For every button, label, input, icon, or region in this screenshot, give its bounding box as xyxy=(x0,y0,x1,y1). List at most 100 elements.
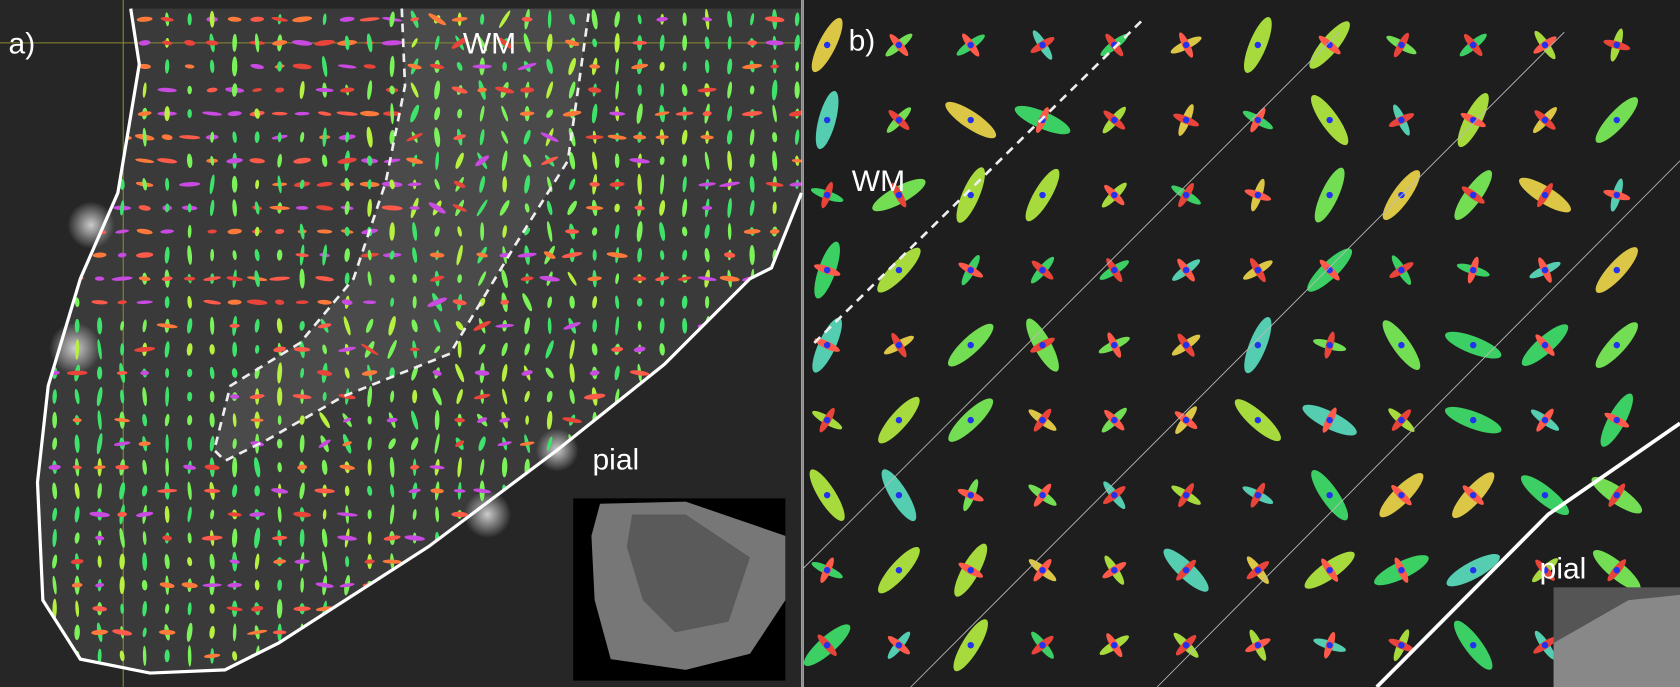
glyph xyxy=(165,368,169,378)
glyph-center xyxy=(1542,492,1548,498)
glyph-center xyxy=(1326,42,1332,48)
glyph-center xyxy=(1398,417,1404,423)
glyph-center xyxy=(1614,567,1620,573)
glyph-center xyxy=(896,492,902,498)
glyph-center xyxy=(1183,192,1189,198)
glyph-center xyxy=(1255,417,1261,423)
glyph-center xyxy=(1398,117,1404,123)
glyph-center xyxy=(1039,642,1045,648)
glyph-center xyxy=(1614,417,1620,423)
glyph-center xyxy=(1398,642,1404,648)
inset-b xyxy=(1554,587,1680,687)
glyph-center xyxy=(896,117,902,123)
glyph-center xyxy=(824,192,830,198)
glyph-center xyxy=(1614,342,1620,348)
glyph-center xyxy=(1470,567,1476,573)
glyph-center xyxy=(1111,492,1117,498)
lobe xyxy=(187,109,191,118)
glow xyxy=(68,201,115,248)
glyph-center xyxy=(968,342,974,348)
glyph-center xyxy=(1614,492,1620,498)
glyph-center xyxy=(968,417,974,423)
glyph-center xyxy=(968,642,974,648)
lobe xyxy=(254,485,260,496)
glyph-center xyxy=(968,117,974,123)
glyph-center xyxy=(1326,192,1332,198)
glyph-center xyxy=(1470,267,1476,273)
page: a) WM pial b) WM pial (() => { const dat… xyxy=(0,0,1680,687)
glyph-center xyxy=(1255,192,1261,198)
glyph-center xyxy=(1398,492,1404,498)
glyph-center xyxy=(1470,342,1476,348)
glyph-center xyxy=(1255,117,1261,123)
glyph-center xyxy=(1111,417,1117,423)
glyph-center xyxy=(1326,642,1332,648)
glyph-center xyxy=(1183,567,1189,573)
glyph-center xyxy=(1111,267,1117,273)
glyph-center xyxy=(1255,342,1261,348)
glyph-center xyxy=(824,342,830,348)
glyph-center xyxy=(1542,267,1548,273)
glyph-center xyxy=(1542,417,1548,423)
lobe xyxy=(115,465,128,470)
glyph xyxy=(254,485,260,496)
glyph-center xyxy=(1039,267,1045,273)
lobe xyxy=(165,368,169,378)
glyph-center xyxy=(1470,417,1476,423)
region-label: pial xyxy=(593,443,640,476)
glyph-center xyxy=(1111,567,1117,573)
glyph-center xyxy=(968,42,974,48)
glyph-center xyxy=(1039,192,1045,198)
glyph-center xyxy=(1470,42,1476,48)
glyph-center xyxy=(1111,192,1117,198)
glyph-center xyxy=(1183,42,1189,48)
glyph-center xyxy=(1470,192,1476,198)
glyph-center xyxy=(1039,417,1045,423)
glyph-center xyxy=(1326,117,1332,123)
glyph-center xyxy=(824,267,830,273)
glyph-center xyxy=(968,492,974,498)
glyph-center xyxy=(1542,642,1548,648)
glyph-center xyxy=(1542,42,1548,48)
glyph-center xyxy=(968,267,974,273)
glyph-center xyxy=(1470,117,1476,123)
glyph-center xyxy=(1255,642,1261,648)
glyph-center xyxy=(1398,342,1404,348)
panel-label: b) xyxy=(849,24,876,57)
glyph-center xyxy=(1614,267,1620,273)
glyph-center xyxy=(824,567,830,573)
glyph-center xyxy=(1039,567,1045,573)
glyph-center xyxy=(824,117,830,123)
glyph-center xyxy=(824,492,830,498)
glyph-center xyxy=(1111,342,1117,348)
glyph-center xyxy=(1470,492,1476,498)
glyph-center xyxy=(824,642,830,648)
glyph-center xyxy=(1614,117,1620,123)
glyph-center xyxy=(1326,492,1332,498)
region-label: WM xyxy=(463,28,516,61)
glyph-center xyxy=(1111,642,1117,648)
glyph-center xyxy=(1326,417,1332,423)
glyph-center xyxy=(1614,192,1620,198)
glyph-center xyxy=(1398,42,1404,48)
region-label: WM xyxy=(852,165,905,198)
glyph-center xyxy=(896,567,902,573)
lobe xyxy=(184,277,196,281)
glyph-center xyxy=(1255,567,1261,573)
glow xyxy=(49,323,100,374)
glyph-center xyxy=(1542,117,1548,123)
glyph-center xyxy=(896,642,902,648)
glyph-center xyxy=(1326,567,1332,573)
glyph-center xyxy=(896,342,902,348)
glyph-center xyxy=(1614,42,1620,48)
glyph xyxy=(187,109,191,118)
glyph-center xyxy=(824,417,830,423)
glyph xyxy=(278,415,282,425)
glyph-center xyxy=(1255,492,1261,498)
lobe xyxy=(278,415,282,425)
glyph-center xyxy=(1183,267,1189,273)
glyph-center xyxy=(1255,42,1261,48)
glyph-center xyxy=(1183,342,1189,348)
glyph-center xyxy=(824,42,830,48)
glyph-center xyxy=(1183,417,1189,423)
